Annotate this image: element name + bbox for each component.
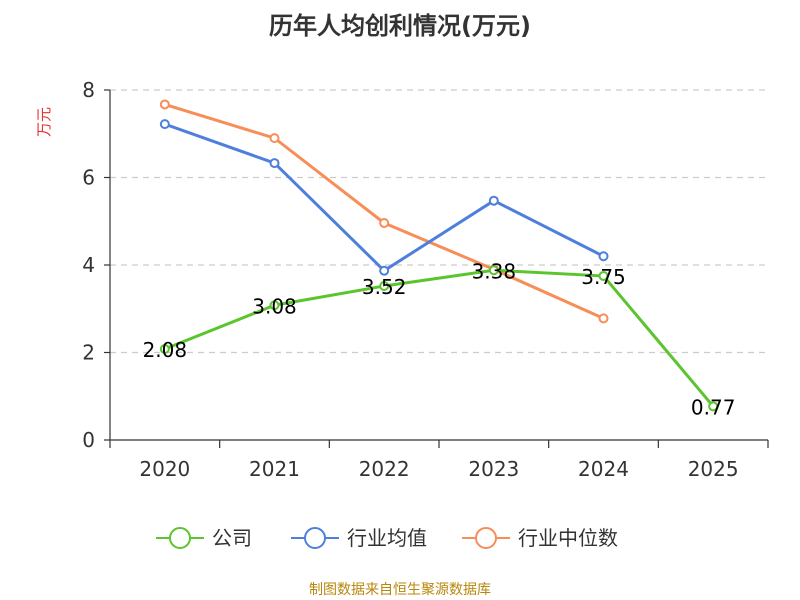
data-point (598, 270, 609, 281)
x-tick-label: 2025 (688, 457, 739, 481)
legend-marker (304, 527, 326, 549)
data-point (598, 313, 609, 324)
data-point (379, 218, 390, 228)
data-point (379, 281, 390, 291)
y-tick-label: 6 (82, 166, 95, 190)
legend-label: 公司 (212, 526, 252, 550)
x-tick-label: 2020 (139, 457, 190, 481)
y-tick-label: 4 (82, 253, 95, 277)
data-labels: 2.08 3.08 3.52 3.38 3.75 0.77 (143, 259, 736, 419)
x-tick-label: 2024 (578, 457, 629, 481)
series-lines (159, 99, 719, 412)
y-tick-label: 8 (82, 78, 95, 102)
data-point (598, 251, 609, 262)
data-point (269, 300, 280, 311)
data-point (159, 344, 170, 354)
data-point (708, 401, 719, 412)
y-axis-label: 万元 (35, 107, 53, 137)
x-tick-label: 2023 (468, 457, 519, 481)
series-line-0 (164, 268, 715, 408)
data-point (159, 119, 170, 130)
y-tick-label: 0 (82, 428, 95, 452)
data-label: 0.77 (691, 395, 736, 419)
data-label: 2.08 (143, 338, 188, 362)
data-point (269, 133, 280, 144)
data-point (269, 158, 280, 169)
y-tick-label: 2 (82, 341, 95, 365)
legend-label: 行业均值 (347, 526, 427, 550)
chart-title: 历年人均创利情况(万元) (269, 12, 531, 40)
axes: 0 2 4 6 8 2020 2021 2022 2023 2024 2025 (82, 78, 769, 481)
x-tick-label: 2021 (249, 457, 300, 481)
source-note: 制图数据来自恒生聚源数据库 (309, 582, 491, 598)
data-label: 3.38 (472, 259, 517, 283)
data-point (379, 265, 390, 276)
data-point (488, 195, 499, 206)
legend: 公司 行业均值 行业中位数 (156, 526, 618, 550)
data-point (159, 99, 170, 110)
legend-label: 行业中位数 (518, 526, 618, 550)
data-point (488, 265, 499, 276)
legend-marker (475, 527, 497, 549)
series-line-1 (164, 122, 605, 273)
data-label: 3.08 (252, 294, 297, 318)
data-label: 3.75 (581, 265, 626, 289)
gridlines (110, 89, 768, 354)
x-tick-label: 2022 (359, 457, 410, 481)
legend-marker (169, 527, 191, 549)
data-label: 3.52 (362, 275, 407, 299)
